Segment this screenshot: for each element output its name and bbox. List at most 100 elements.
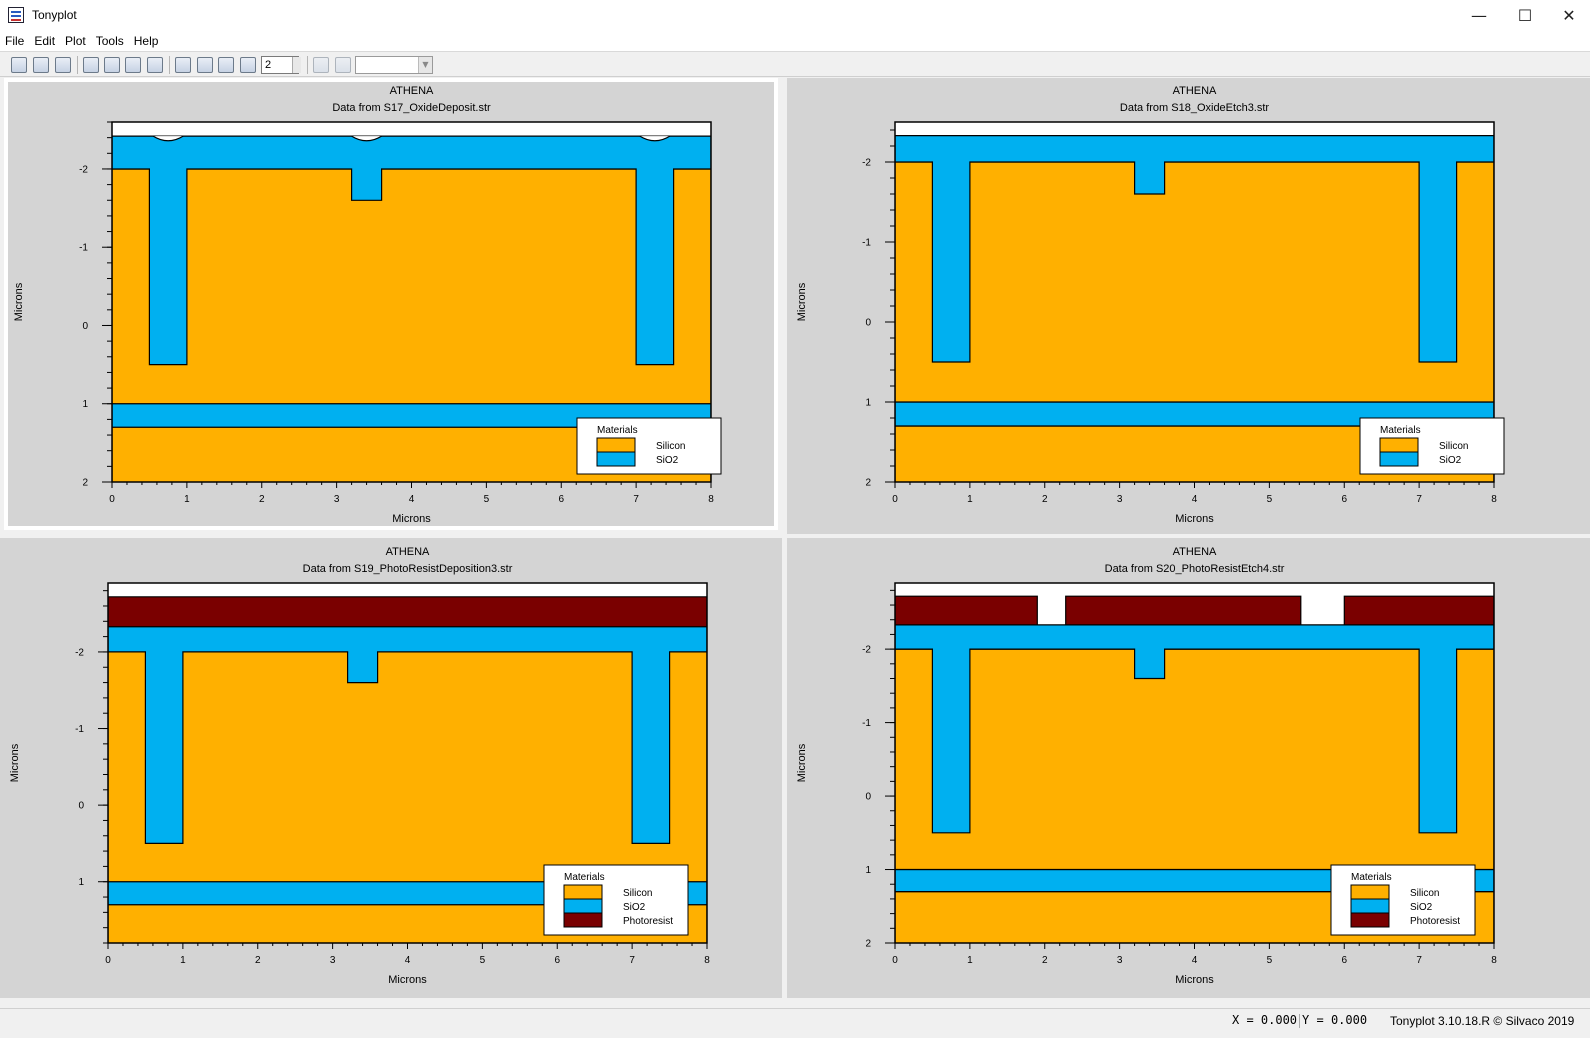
x-tick-label: 4 [409,494,415,505]
y-tick-label: 1 [82,399,88,410]
menu-file[interactable]: File [5,33,25,48]
close-button[interactable]: ✕ [1562,5,1576,25]
minimize-button[interactable]: — [1471,5,1487,25]
plot-panel-s18[interactable]: ATHENA Data from S18_OxideEtch3.str 0 1 2 3 4 5… [787,78,1590,534]
x-tick-label: 7 [1416,955,1422,966]
plot-panel-s20[interactable]: ATHENA Data from S20_PhotoResistEtch4.str… [787,538,1590,998]
zoom-box-icon[interactable] [240,57,256,73]
x-tick-label: 3 [1117,955,1123,966]
legend-label: Silicon [1439,441,1468,452]
version-text: Tonyplot 3.10.18.R © Silvaco 2019 [1390,1014,1575,1028]
legend-label: Silicon [656,441,685,452]
zoom-level-input[interactable] [261,56,299,74]
legend-title: Materials [564,872,605,883]
structure-plot[interactable]: ATHENA Data from S20_PhotoResistEtch4.str… [787,538,1590,998]
y-tick-label: -2 [862,158,871,169]
maximize-button[interactable]: ☐ [1517,5,1533,25]
legend-label: SiO2 [623,902,646,913]
copy-icon[interactable] [104,57,120,73]
cursor-coordinates: X = 0.000 Y = 0.000 [1232,1013,1367,1028]
region-silicon [895,161,1494,403]
y-tick-label: 0 [865,792,871,803]
region-photoresist [1065,595,1302,626]
menu-edit[interactable]: Edit [34,33,56,48]
region-silicon [895,648,1494,871]
oxide-dimple [351,135,382,142]
zoom-out-icon[interactable] [218,57,234,73]
legend-swatch-sio2 [596,451,636,467]
region-photoresist [895,595,1038,626]
x-tick-label: 0 [892,494,898,505]
plot-panel-s19[interactable]: ATHENA Data from S19_PhotoResistDepositio… [0,538,782,998]
load-icon[interactable] [11,57,27,73]
legend-swatch-silicon [596,437,636,453]
y-coordinate-value: 0.000 [1330,1013,1368,1027]
legend-swatch-photoresist [563,912,603,928]
menu-plot[interactable]: Plot [65,33,86,48]
y-tick-label: 0 [865,318,871,329]
region-sio2 [895,624,1494,834]
pan-icon[interactable] [175,57,191,73]
paste-icon[interactable] [125,57,141,73]
x-tick-label: 6 [558,494,564,505]
legend-title: Materials [1351,872,1392,883]
x-tick-label: 8 [1491,955,1497,966]
title-bar: Tonyplot — ☐ ✕ [0,0,1590,30]
y-tick-label: -2 [75,647,84,658]
save-icon[interactable] [33,57,49,73]
region-sio2 [108,626,707,844]
plot-subtitle: Data from S19_PhotoResistDeposition3.str [303,563,513,575]
menu-help[interactable]: Help [133,33,159,48]
menu-tools[interactable]: Tools [95,33,124,48]
legend-swatch-silicon [563,884,603,900]
plot-panel-s17[interactable]: ATHENA Data from S17_OxideDeposit.str 0 1 2 3… [4,78,778,530]
x-tick-label: 0 [105,955,111,966]
legend: Materials Silicon SiO2 Photoresist [1330,864,1476,936]
x-tick-label: 2 [259,494,265,505]
plot-subtitle: Data from S18_OxideEtch3.str [1120,102,1270,114]
select-icon[interactable] [83,57,99,73]
zoom-in-icon[interactable] [197,57,213,73]
y-tick-label: -1 [75,724,84,735]
y-tick-label: 1 [865,865,871,876]
plot-area: ATHENA Data from S17_OxideDeposit.str 0 1 2 3… [0,78,1590,1008]
x-tick-label: 0 [109,494,115,505]
x-tick-label: 7 [633,494,639,505]
y-coordinate-label: Y = [1302,1013,1331,1027]
y-tick-label: 0 [78,801,84,812]
duplicate-icon[interactable] [147,57,163,73]
x-tick-label: 5 [1267,494,1273,505]
print-icon[interactable] [55,57,71,73]
x-tick-label: 1 [184,494,190,505]
window-title: Tonyplot [32,7,77,22]
structure-plot[interactable]: ATHENA Data from S18_OxideEtch3.str 0 1 2 3 4 5… [787,78,1590,534]
toolbar-separator [77,56,78,74]
y-tick-label: -2 [79,164,88,175]
x-coordinate-value: 0.000 [1260,1013,1298,1027]
legend: Materials Silicon SiO2 [1359,417,1505,475]
y-tick-label: 1 [865,398,871,409]
x-tick-label: 2 [255,955,261,966]
plot-title: ATHENA [386,546,430,558]
structure-plot[interactable]: ATHENA Data from S19_PhotoResistDepositio… [0,538,782,998]
chevron-down-icon: ▼ [418,57,432,73]
toolbar-separator [307,56,308,74]
y-axis-label: Microns [9,743,21,782]
next-plot-icon[interactable] [335,57,351,73]
y-tick-label: -2 [862,645,871,656]
legend-label: Silicon [1410,888,1439,899]
x-tick-label: 1 [967,955,973,966]
x-tick-label: 1 [180,955,186,966]
plot-select-dropdown[interactable]: ▼ [355,56,433,74]
legend-swatch-silicon [1350,884,1390,900]
legend: Materials Silicon SiO2 Photoresist [543,864,689,936]
prev-plot-icon[interactable] [313,57,329,73]
y-tick-label: -1 [79,243,88,254]
structure-plot[interactable]: ATHENA Data from S17_OxideDeposit.str 0 1 2 3… [4,78,778,530]
y-axis-label: Microns [796,743,808,782]
y-tick-label: 2 [865,478,871,489]
x-tick-label: 8 [1491,494,1497,505]
x-tick-label: 0 [892,955,898,966]
legend-label: Silicon [623,888,652,899]
zoom-spinner[interactable] [292,57,301,73]
